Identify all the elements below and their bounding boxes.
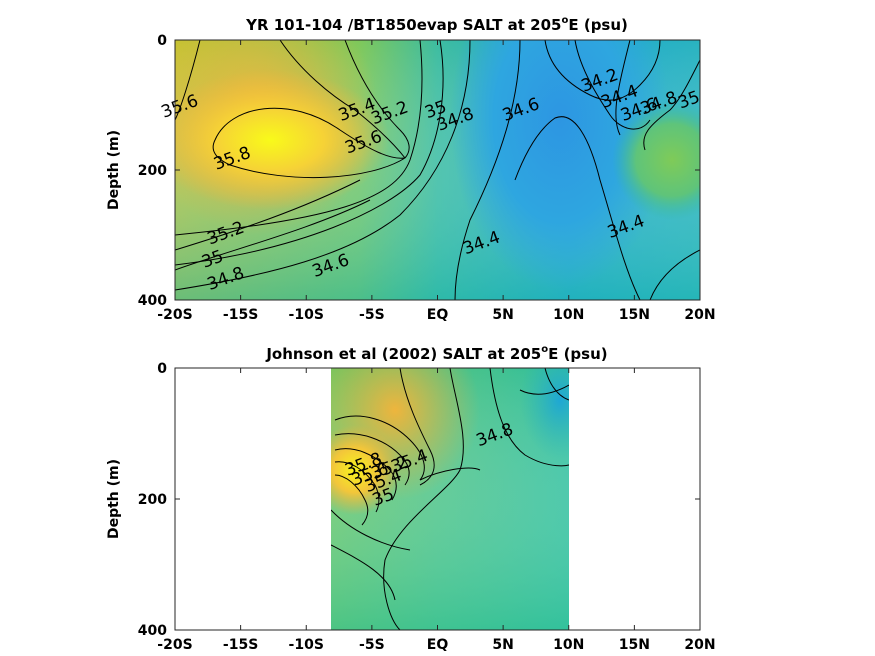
top-x-ticks: -20S -15S -10S -5S EQ 5N 10N 15N 20N	[157, 40, 716, 323]
top-y-ticks: 0 200 400	[138, 33, 700, 309]
bottom-x-tick-label: EQ	[427, 637, 449, 653]
top-color-field	[175, 40, 700, 300]
bottom-y-tick-label: 200	[138, 492, 167, 508]
top-x-tick-label: 20N	[684, 307, 715, 323]
bottom-y-ticks: 0 200 400	[138, 361, 700, 639]
bottom-y-axis-label: Depth (m)	[106, 459, 122, 539]
bottom-y-tick-label: 0	[157, 361, 167, 377]
top-y-tick-label: 200	[138, 163, 167, 179]
bottom-color-field	[331, 368, 569, 630]
bottom-x-tick-label: -20S	[157, 637, 192, 653]
top-x-tick-label: -15S	[223, 307, 258, 323]
bottom-x-tick-label: 15N	[619, 637, 650, 653]
top-x-tick-label: -20S	[157, 307, 192, 323]
top-title: YR 101-104 /BT1850evap SALT at 205oE (ps…	[245, 15, 628, 34]
top-contour-lines	[175, 40, 700, 300]
top-x-tick-label: -5S	[359, 307, 385, 323]
bottom-x-tick-label: -15S	[223, 637, 258, 653]
bottom-contour-lines	[331, 368, 569, 630]
top-x-tick-label: 5N	[492, 307, 513, 323]
top-panel: YR 101-104 /BT1850evap SALT at 205oE (ps…	[106, 15, 716, 323]
bottom-x-tick-label: 10N	[553, 637, 584, 653]
bottom-x-tick-label: -10S	[289, 637, 324, 653]
top-x-tick-label: -10S	[289, 307, 324, 323]
top-y-axis-label: Depth (m)	[106, 130, 122, 210]
bottom-x-tick-label: -5S	[359, 637, 385, 653]
bottom-title: Johnson et al (2002) SALT at 205oE (psu)	[265, 344, 607, 363]
top-x-tick-label: 15N	[619, 307, 650, 323]
top-x-tick-label: EQ	[427, 307, 449, 323]
top-y-tick-label: 0	[157, 33, 167, 49]
bottom-x-ticks: -20S -15S -10S -5S EQ 5N 10N 15N 20N	[157, 368, 716, 653]
bottom-x-tick-label: 20N	[684, 637, 715, 653]
top-y-tick-label: 400	[138, 293, 167, 309]
bottom-x-tick-label: 5N	[492, 637, 513, 653]
top-x-tick-label: 10N	[553, 307, 584, 323]
bottom-panel: Johnson et al (2002) SALT at 205oE (psu)	[106, 344, 716, 653]
bottom-y-tick-label: 400	[138, 623, 167, 639]
